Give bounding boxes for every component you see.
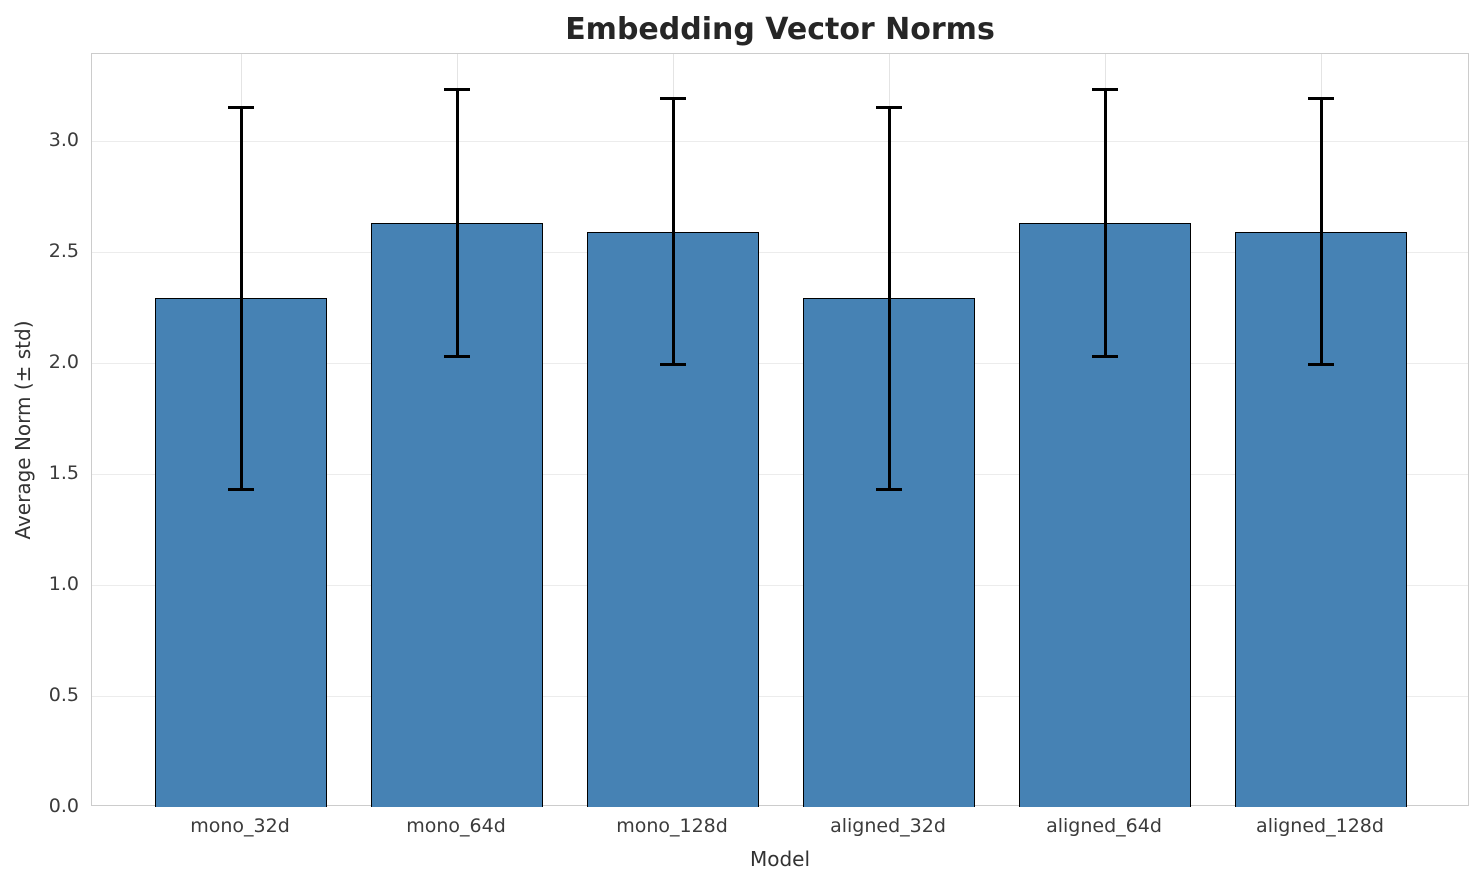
gridline-horizontal [92, 584, 1468, 586]
error-bar-cap [1308, 363, 1334, 367]
error-bar-line [1319, 98, 1323, 365]
error-bar-cap [876, 487, 902, 491]
y-tick-label: 2.0 [48, 350, 79, 373]
error-bar-line [455, 89, 459, 357]
error-bar-cap [660, 96, 686, 100]
gridline-horizontal [92, 140, 1468, 142]
error-bar-line [239, 107, 243, 490]
error-bar-cap [876, 105, 902, 109]
y-tick-label: 2.5 [48, 239, 79, 262]
error-bar-line [1103, 89, 1107, 357]
error-bar-cap [1308, 96, 1334, 100]
y-tick-label: 3.0 [48, 128, 79, 151]
error-bar-cap [444, 88, 470, 92]
chart-title: Embedding Vector Norms [565, 12, 995, 47]
y-tick-label: 0.0 [48, 795, 79, 817]
error-bar-cap [228, 105, 254, 109]
y-tick-label: 1.0 [48, 572, 79, 595]
y-tick-label: 1.5 [48, 461, 79, 484]
gridline-horizontal [92, 695, 1468, 697]
x-tick-label: mono_128d [616, 815, 728, 837]
x-axis-label: Model [749, 847, 811, 871]
error-bar-line [887, 107, 891, 490]
y-tick-label: 0.5 [48, 683, 79, 706]
error-bar-cap [444, 354, 470, 358]
x-tick-label: aligned_64d [1046, 815, 1162, 837]
plot-area [91, 53, 1469, 807]
gridline-horizontal [92, 251, 1468, 253]
x-tick-label: aligned_128d [1256, 815, 1384, 837]
gridline-horizontal [92, 362, 1468, 364]
error-bar-cap [660, 363, 686, 367]
x-tick-label: mono_64d [406, 815, 506, 837]
error-bar-cap [228, 487, 254, 491]
x-tick-label: aligned_32d [830, 815, 946, 837]
gridline-horizontal [92, 473, 1468, 475]
x-tick-label: mono_32d [190, 815, 290, 837]
error-bar-cap [1092, 354, 1118, 358]
y-axis-label: Average Norm (± std) [11, 320, 35, 540]
error-bar-cap [1092, 88, 1118, 92]
error-bar-line [671, 98, 675, 365]
